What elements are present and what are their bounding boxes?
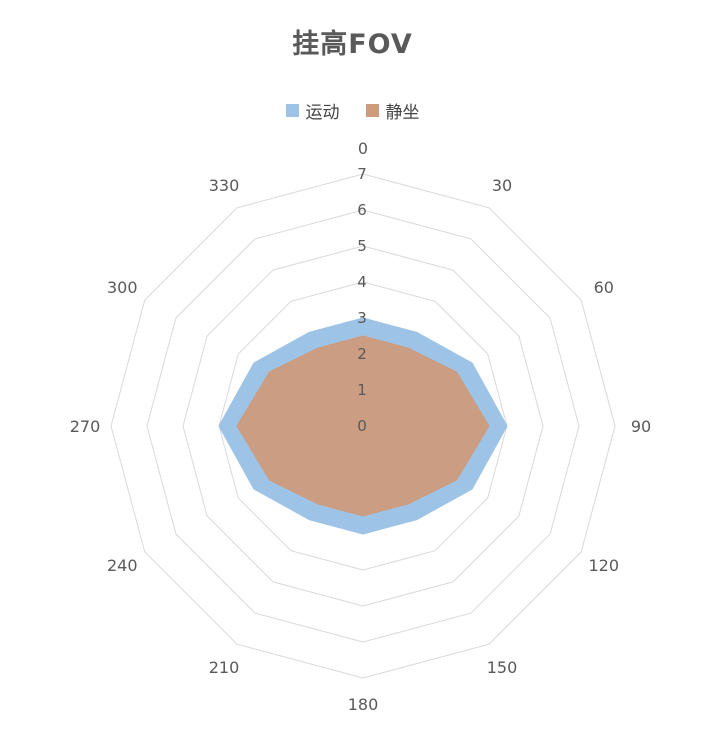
radial-tick-label-2: 2	[357, 345, 367, 363]
category-label-240: 240	[107, 556, 138, 575]
legend-item-series-1: 静坐	[365, 98, 420, 123]
series-polygon-1	[236, 335, 490, 517]
radial-tick-label-6: 6	[357, 201, 367, 219]
category-label-60: 60	[594, 278, 614, 297]
radial-tick-label-3: 3	[357, 309, 367, 327]
category-label-270: 270	[70, 417, 101, 436]
legend-label-series-1: 静坐	[385, 102, 420, 123]
category-label-180: 180	[348, 695, 379, 714]
category-label-120: 120	[588, 556, 619, 575]
radial-tick-label-7: 7	[357, 165, 367, 183]
chart-legend: 运动 静坐	[285, 98, 420, 123]
radial-tick-label-1: 1	[357, 381, 367, 399]
category-label-330: 330	[209, 176, 240, 195]
legend-swatch-series-0	[285, 103, 299, 117]
grid-ring-4	[218, 281, 508, 571]
category-label-30: 30	[492, 176, 512, 195]
chart-title: 挂高FOV	[292, 29, 413, 60]
grid-ring-7	[110, 173, 616, 679]
category-label-0: 0	[358, 139, 368, 158]
legend-label-series-0: 运动	[305, 102, 340, 123]
grid-ring-6	[146, 209, 580, 643]
legend-swatch-series-1	[365, 103, 379, 117]
category-label-150: 150	[487, 658, 518, 677]
radial-tick-label-5: 5	[357, 237, 367, 255]
category-label-90: 90	[631, 417, 651, 436]
category-label-300: 300	[107, 278, 138, 297]
grid-ring-5	[182, 245, 544, 607]
category-label-210: 210	[209, 658, 240, 677]
radial-tick-label-4: 4	[357, 273, 367, 291]
legend-item-series-0: 运动	[285, 98, 340, 123]
radar-plot-area: 0 1 2 3 4 5 6 7 0 30 60 90 120 150 180 210 240 270 300 330	[70, 139, 651, 714]
radial-tick-label-0: 0	[357, 417, 367, 435]
